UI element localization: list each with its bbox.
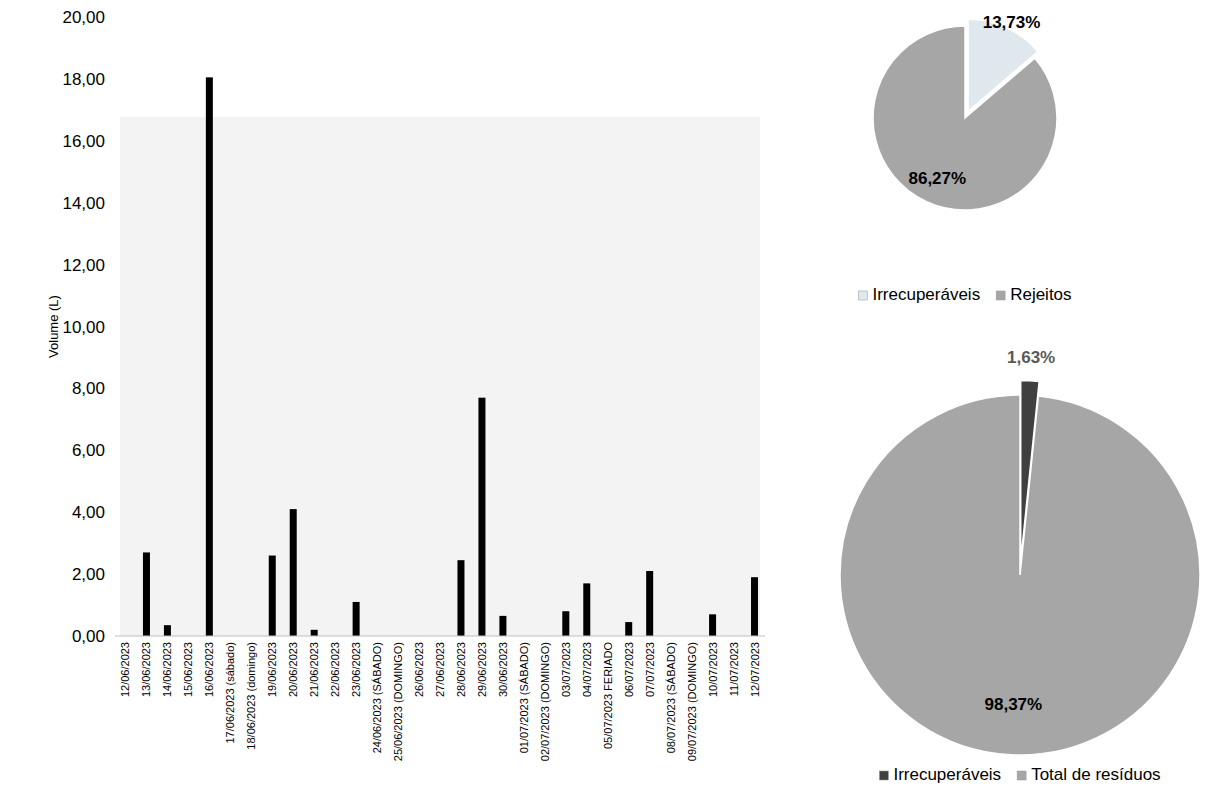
x-tick-label: 05/07/2023 FERIADO bbox=[602, 642, 614, 749]
x-tick-label: 23/06/2023 bbox=[350, 642, 362, 697]
x-tick-label: 24/06/2023 (SÁBADO) bbox=[371, 642, 383, 753]
bar bbox=[311, 630, 318, 636]
legend-swatch bbox=[858, 291, 867, 300]
x-tick-label: 08/07/2023 (SÁBADO) bbox=[665, 642, 677, 753]
data-label: 13,73% bbox=[983, 13, 1041, 32]
y-tick bbox=[111, 512, 115, 513]
bar bbox=[478, 398, 485, 636]
y-tick-label: 8,00 bbox=[72, 379, 105, 398]
bar bbox=[290, 509, 297, 636]
legend-label: Irrecuperáveis bbox=[872, 285, 980, 304]
x-tick-label: 25/06/2023 (DOMINGO) bbox=[392, 642, 404, 761]
x-tick-label: 21/06/2023 bbox=[308, 642, 320, 697]
legend-swatch bbox=[1017, 771, 1026, 780]
x-tick-label: 04/07/2023 bbox=[581, 642, 593, 697]
y-tick bbox=[111, 326, 115, 327]
backdrop bbox=[120, 117, 760, 636]
x-tick-label: 16/06/2023 bbox=[203, 642, 215, 697]
pie-slice bbox=[840, 395, 1200, 755]
x-tick-label: 02/07/2023 (DOMINGO) bbox=[539, 642, 551, 761]
legend-label: Rejeitos bbox=[1010, 285, 1071, 304]
y-tick bbox=[111, 264, 115, 265]
y-axis-title: Volume (L) bbox=[46, 295, 61, 358]
bar bbox=[625, 622, 632, 636]
legend: Irrecuperáveis Rejeitos bbox=[858, 285, 1071, 304]
x-tick-label: 09/07/2023 (DOMINGO) bbox=[686, 642, 698, 761]
y-tick-label: 16,00 bbox=[62, 132, 105, 151]
y-tick bbox=[111, 78, 115, 79]
x-tick-label: 29/06/2023 bbox=[476, 642, 488, 697]
legend-swatch bbox=[879, 771, 888, 780]
y-tick-label: 6,00 bbox=[72, 441, 105, 460]
pie-chart: 1,63% 98,37% Irrecuperáveis Total de resídu… bbox=[840, 348, 1200, 784]
x-tick-label: 03/07/2023 bbox=[560, 642, 572, 697]
y-tick-label: 18,00 bbox=[62, 70, 105, 89]
legend-label: Total de resíduos bbox=[1031, 765, 1160, 784]
y-tick bbox=[111, 17, 115, 18]
bars bbox=[143, 77, 758, 636]
bar bbox=[709, 614, 716, 636]
x-tick-label: 12/06/2023 bbox=[119, 642, 131, 697]
bar bbox=[457, 560, 464, 636]
data-label: 86,27% bbox=[908, 169, 966, 188]
bar bbox=[562, 611, 569, 636]
y-tick-label: 10,00 bbox=[62, 318, 105, 337]
x-tick-label: 22/06/2023 bbox=[329, 642, 341, 697]
bar bbox=[206, 77, 213, 636]
bar bbox=[646, 571, 653, 636]
x-tick-label: 17/06/2023 (sábado) bbox=[224, 642, 236, 744]
x-tick-label: 12/07/2023 bbox=[749, 642, 761, 697]
y-tick-label: 20,00 bbox=[62, 8, 105, 27]
bar-chart: 0,00 2,00 4,00 6,00 8,00 10,00 12,00 14,00 16,00… bbox=[46, 8, 765, 761]
x-tick-label: 28/06/2023 bbox=[455, 642, 467, 697]
y-tick-label: 4,00 bbox=[72, 503, 105, 522]
y-tick-label: 0,00 bbox=[72, 627, 105, 646]
bar bbox=[353, 602, 360, 636]
bar bbox=[164, 625, 171, 636]
bar bbox=[499, 616, 506, 636]
pie-slice bbox=[873, 26, 1057, 210]
bar bbox=[751, 577, 758, 636]
data-label: 98,37% bbox=[985, 695, 1043, 714]
chart-canvas: 0,00 2,00 4,00 6,00 8,00 10,00 12,00 14,00 16,00… bbox=[0, 0, 1210, 796]
x-tick-label: 11/07/2023 bbox=[728, 642, 740, 696]
y-tick bbox=[111, 140, 115, 141]
x-tick-label: 13/06/2023 bbox=[140, 642, 152, 697]
x-tick-label: 19/06/2023 bbox=[266, 642, 278, 697]
y-tick-label: 12,00 bbox=[62, 256, 105, 275]
legend: Irrecuperáveis Total de resíduos bbox=[879, 765, 1160, 784]
x-tick-label: 18/06/2023 (domingo) bbox=[245, 642, 257, 750]
y-tick-label: 14,00 bbox=[62, 194, 105, 213]
bar bbox=[583, 583, 590, 636]
y-tick bbox=[111, 388, 115, 389]
x-tick-label: 15/06/2023 bbox=[182, 642, 194, 697]
y-tick-label: 2,00 bbox=[72, 565, 105, 584]
x-axis-line bbox=[115, 636, 765, 637]
y-tick bbox=[111, 574, 115, 575]
x-tick-label: 01/07/2023 (SÁBADO) bbox=[518, 642, 530, 753]
x-tick-label: 14/06/2023 bbox=[161, 642, 173, 697]
x-tick-label: 06/07/2023 bbox=[623, 642, 635, 697]
data-label: 1,63% bbox=[1007, 348, 1055, 367]
legend-label: Irrecuperáveis bbox=[893, 765, 1001, 784]
x-tick-label: 30/06/2023 bbox=[497, 642, 509, 697]
x-tick-label: 10/07/2023 bbox=[707, 642, 719, 697]
pie-chart: 13,73% 86,27% Irrecuperáveis Rejeitos bbox=[858, 13, 1071, 304]
bar bbox=[269, 556, 276, 636]
x-tick-label: 20/06/2023 bbox=[287, 642, 299, 697]
bar bbox=[143, 552, 150, 636]
x-tick-label: 07/07/2023 bbox=[644, 642, 656, 697]
y-tick bbox=[111, 636, 115, 637]
legend-swatch bbox=[996, 291, 1005, 300]
y-tick bbox=[111, 202, 115, 203]
x-tick-label: 26/06/2023 bbox=[413, 642, 425, 697]
y-tick bbox=[111, 450, 115, 451]
x-tick-label: 27/06/2023 bbox=[434, 642, 446, 697]
